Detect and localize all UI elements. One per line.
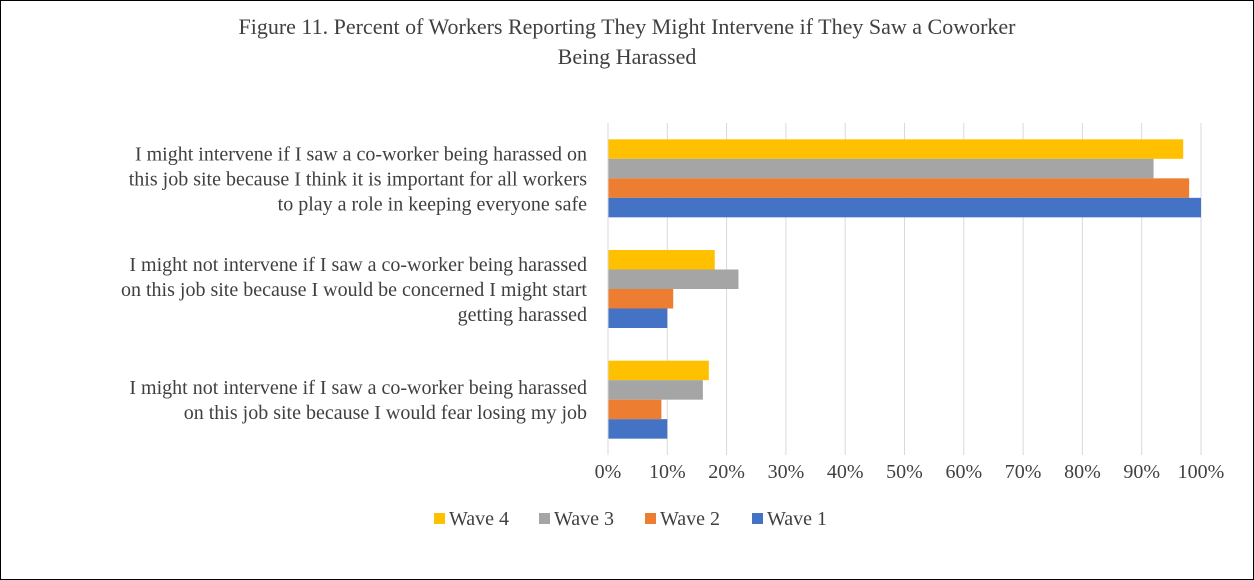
- x-tick-label: 90%: [1123, 461, 1160, 483]
- x-tick-label: 70%: [1005, 461, 1042, 483]
- legend-swatch: [434, 513, 445, 524]
- bar-wave-1: [608, 419, 668, 439]
- chart-title-line-1: Figure 11. Percent of Workers Reporting …: [238, 14, 1016, 39]
- bar-wave-3: [608, 158, 1154, 179]
- x-tick-label: 10%: [649, 461, 686, 483]
- category-label: on this job site because I would fear lo…: [184, 402, 587, 424]
- bar-wave-4: [608, 360, 709, 381]
- chart-title-line-2: Being Harassed: [557, 44, 697, 69]
- legend-swatch: [645, 513, 656, 524]
- chart-title: Figure 11. Percent of Workers Reporting …: [0, 12, 1254, 72]
- category-label: getting harassed: [458, 304, 587, 326]
- bar-wave-4: [608, 139, 1184, 159]
- category-label: to play a role in keeping everyone safe: [278, 193, 587, 215]
- category-label: this job site because I think it is impo…: [129, 168, 587, 190]
- legend-label: Wave 2: [660, 508, 720, 530]
- x-tick-label: 30%: [768, 461, 805, 483]
- category-label: on this job site because I would be conc…: [121, 279, 587, 301]
- bar-wave-3: [608, 269, 739, 289]
- bar-wave-2: [608, 178, 1190, 198]
- bar-wave-1: [608, 197, 1201, 218]
- legend-swatch: [539, 513, 550, 524]
- category-label: I might not intervene if I saw a co-work…: [129, 254, 587, 276]
- x-tick-label: 50%: [886, 461, 923, 483]
- x-tick-label: 20%: [708, 461, 745, 483]
- bar-wave-2: [608, 399, 662, 420]
- category-label: I might intervene if I saw a co-worker b…: [135, 143, 587, 165]
- bar-wave-3: [608, 380, 703, 400]
- x-tick-label: 0%: [595, 461, 622, 483]
- legend-label: Wave 3: [554, 508, 614, 530]
- x-tick-label: 40%: [827, 461, 864, 483]
- legend-label: Wave 1: [767, 508, 827, 530]
- legend-swatch: [752, 513, 763, 524]
- x-tick-label: 100%: [1178, 461, 1225, 483]
- bar-wave-4: [608, 250, 715, 270]
- x-tick-label: 80%: [1064, 461, 1101, 483]
- bar-wave-1: [608, 308, 668, 328]
- bar-wave-2: [608, 289, 674, 309]
- x-tick-label: 60%: [945, 461, 982, 483]
- category-label: I might not intervene if I saw a co-work…: [129, 377, 587, 399]
- legend-label: Wave 4: [449, 508, 509, 530]
